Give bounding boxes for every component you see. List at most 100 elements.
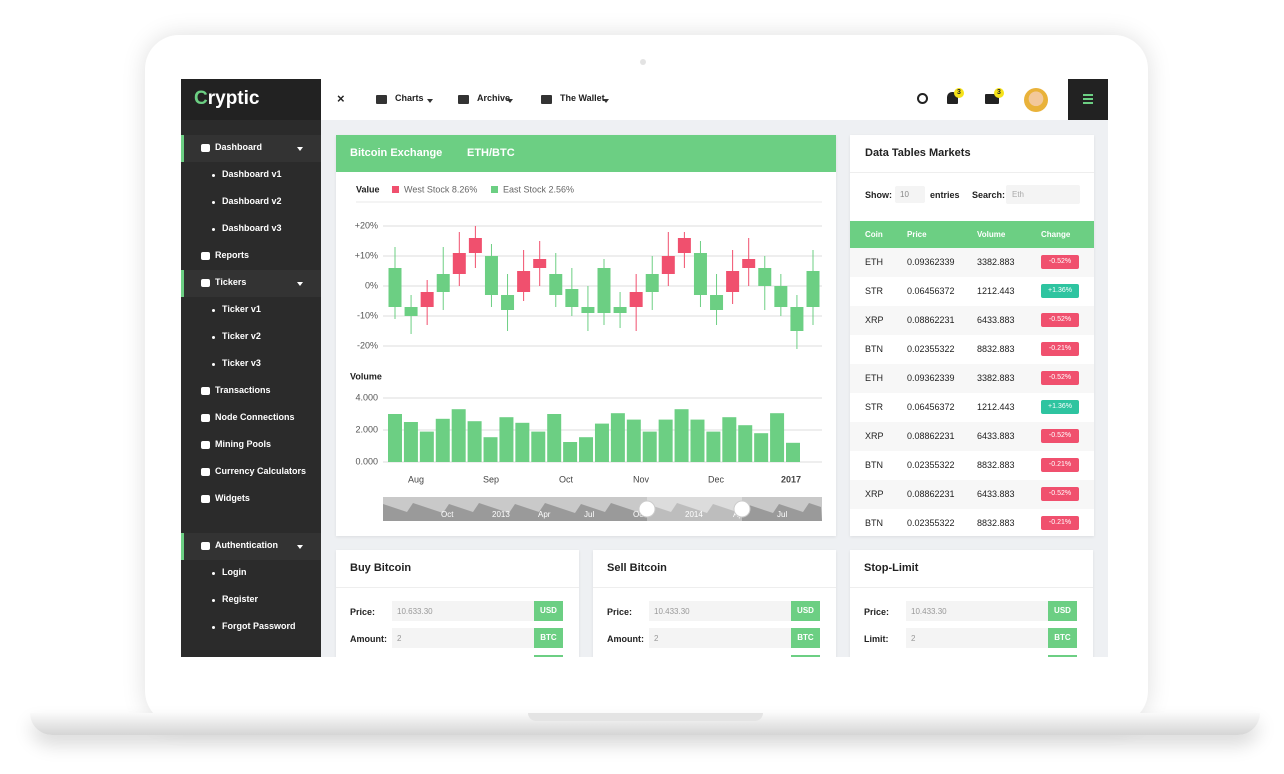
brand: Cryptic xyxy=(181,79,321,120)
unit-button[interactable]: BTC xyxy=(1048,628,1077,648)
table-cell: 0.02355322 xyxy=(907,460,955,470)
field-input[interactable]: 2 xyxy=(906,628,1048,648)
menu[interactable]: Archive xyxy=(458,91,538,109)
nav-item[interactable]: Reports xyxy=(181,243,321,270)
menu-label: Archive xyxy=(477,93,511,103)
candle-body xyxy=(533,259,547,268)
nav-subitem[interactable]: Forgot Password xyxy=(181,614,321,641)
search-icon[interactable] xyxy=(917,93,928,104)
menu[interactable]: The Wallet xyxy=(541,91,621,109)
close-button[interactable]: × xyxy=(337,91,345,106)
table-cell: 1212.443 xyxy=(977,286,1015,296)
nav-label: Node Connections xyxy=(215,412,295,422)
mail-icon[interactable] xyxy=(985,94,999,104)
navigator-label: Jul xyxy=(584,510,594,519)
nav-subitem[interactable]: Dashboard v3 xyxy=(181,216,321,243)
change-badge: +1.36% xyxy=(1041,400,1079,414)
candle-body xyxy=(452,253,466,274)
field-input[interactable]: 10.433.30 xyxy=(906,601,1048,621)
volume-bar xyxy=(674,409,689,462)
bullet xyxy=(212,572,215,575)
avatar[interactable] xyxy=(1024,88,1048,112)
field-input[interactable]: 2 xyxy=(392,628,534,648)
bullet xyxy=(212,599,215,602)
change-badge: -0.21% xyxy=(1041,458,1079,472)
volume-bar xyxy=(388,414,402,462)
candle-body xyxy=(549,274,563,295)
nav-sublabel: Forgot Password xyxy=(222,621,296,631)
nav-subitem[interactable]: Ticker v2 xyxy=(181,324,321,351)
nav-item[interactable]: Tickers xyxy=(181,270,321,297)
unit-button[interactable] xyxy=(791,655,820,657)
unit-button[interactable]: BTC xyxy=(534,628,563,648)
candle-body xyxy=(404,307,418,316)
change-badge: -0.52% xyxy=(1041,313,1079,327)
camera xyxy=(640,59,646,65)
navigator-handle[interactable] xyxy=(638,500,656,518)
hamburger-line xyxy=(1083,102,1093,104)
badge: 3 xyxy=(994,88,1004,98)
x-tick-label: Nov xyxy=(633,474,650,484)
unit-button[interactable]: USD xyxy=(1048,601,1077,621)
card-title: Stop-Limit xyxy=(864,562,919,574)
change-badge: -0.52% xyxy=(1041,487,1079,501)
y-tick-label: 2.000 xyxy=(355,424,378,434)
unit-button[interactable]: USD xyxy=(534,601,563,621)
field-input[interactable]: 10.433.30 xyxy=(649,601,791,621)
caret xyxy=(297,147,303,151)
field-value: 2 xyxy=(654,634,659,643)
nav-item[interactable]: Transactions xyxy=(181,378,321,405)
legend-title: Value xyxy=(356,184,380,194)
unit-button[interactable]: BTC xyxy=(791,628,820,648)
volume-bar xyxy=(451,409,466,462)
unit-button[interactable] xyxy=(1048,655,1077,657)
field-input[interactable]: 10.633.30 xyxy=(392,601,534,621)
nav-subitem[interactable]: Ticker v1 xyxy=(181,297,321,324)
table-cell: 0.08862231 xyxy=(907,315,955,325)
nav-item[interactable]: Node Connections xyxy=(181,405,321,432)
column-header: Coin xyxy=(865,230,883,239)
table-cell: 8832.883 xyxy=(977,344,1015,354)
menu-label: Charts xyxy=(395,93,424,103)
bell-icon[interactable] xyxy=(947,92,958,104)
nav-item[interactable]: Dashboard xyxy=(181,135,321,162)
menu[interactable]: Charts xyxy=(376,91,456,109)
search-input[interactable]: Eth xyxy=(1006,185,1080,204)
navigator-window xyxy=(647,497,742,521)
nav-label: Reports xyxy=(215,250,250,260)
page-size-select[interactable]: 10 xyxy=(895,186,925,203)
nav-subitem[interactable]: Ticker v3 xyxy=(181,351,321,378)
nav-label: Authentication xyxy=(215,540,278,550)
nav-subitem[interactable]: Register xyxy=(181,587,321,614)
base-notch xyxy=(528,713,763,721)
topbar: × Charts Archive The Wallet 3 3 xyxy=(321,79,1108,120)
volume-bar xyxy=(547,414,562,462)
table-row: ETH 0.09362339 3382.883 -0.52% xyxy=(850,364,1094,393)
nav-item[interactable]: Mining Pools xyxy=(181,432,321,459)
unit-button[interactable]: USD xyxy=(791,601,820,621)
navigator-label: Jul xyxy=(777,510,787,519)
nav-item[interactable]: Widgets xyxy=(181,486,321,513)
nav-label: Tickers xyxy=(215,277,247,287)
volume-bar xyxy=(738,425,753,462)
y-tick-label: -10% xyxy=(357,310,378,320)
nav-item[interactable]: Authentication xyxy=(181,533,321,560)
unit-button[interactable] xyxy=(534,655,563,657)
table-cell: 0.02355322 xyxy=(907,344,955,354)
field-value: 2 xyxy=(397,634,402,643)
nav-item[interactable]: Currency Calculators xyxy=(181,459,321,486)
nav-subitem[interactable]: Dashboard v1 xyxy=(181,162,321,189)
nav-subitem[interactable]: Dashboard v2 xyxy=(181,189,321,216)
table-cell: 1212.443 xyxy=(977,402,1015,412)
nav-subitem[interactable]: Login xyxy=(181,560,321,587)
navigator-handle[interactable] xyxy=(733,500,751,518)
card-title: Buy Bitcoin xyxy=(350,562,412,574)
field-value: 10.433.30 xyxy=(911,607,947,616)
divider xyxy=(336,587,579,588)
menu-button[interactable] xyxy=(1068,79,1108,120)
entries-label: entries xyxy=(930,190,960,200)
field-input[interactable]: 2 xyxy=(649,628,791,648)
candle-body xyxy=(629,292,643,307)
table-cell: 6433.883 xyxy=(977,431,1015,441)
